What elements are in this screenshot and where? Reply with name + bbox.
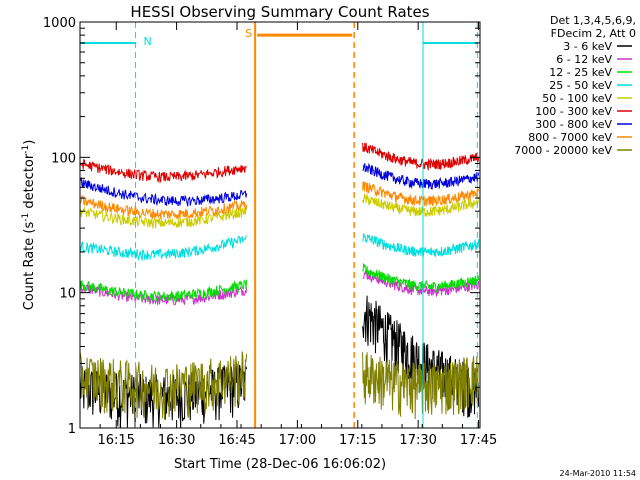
x-axis-label: Start Time (28-Dec-06 16:06:02) — [174, 457, 386, 472]
series-line-8-part-1 — [79, 194, 248, 220]
y-tick-label: 1000 — [43, 16, 76, 31]
x-axis: 16:15 16:30 16:45 17:00 17:15 17:30 17:45 — [79, 22, 497, 448]
interval-2 — [422, 22, 478, 428]
legend-label: 12 - 25 keV — [549, 66, 612, 79]
legend-label: 800 - 7000 keV — [528, 131, 612, 144]
legend-label: 100 - 300 keV — [535, 105, 612, 118]
series-line-4-part-1 — [79, 235, 248, 262]
x-tick-label: 17:45 — [460, 433, 497, 448]
series-line-9-part-2 — [362, 352, 480, 420]
x-tick-label: 17:15 — [339, 433, 376, 448]
series-line-6-part-1 — [79, 158, 247, 184]
y-label-mid: detector — [22, 153, 37, 213]
interval-3: S — [245, 22, 355, 428]
series-line-1-part-1 — [79, 364, 248, 428]
chart-title: HESSI Observing Summary Count Rates — [130, 3, 429, 21]
series-line-7-part-1 — [79, 176, 248, 207]
x-tick-label: 16:15 — [97, 433, 134, 448]
x-tick-label: 17:00 — [279, 433, 316, 448]
x-tick-label: 17:30 — [399, 433, 436, 448]
legend-label: 50 - 100 keV — [542, 92, 612, 105]
y-axis-label: Count Rate (s-1 detector-1) — [21, 140, 37, 311]
legend-label: 300 - 800 keV — [535, 118, 612, 131]
footer-timestamp: 24-Mar-2010 11:54 — [560, 469, 637, 478]
plot-frame — [79, 21, 481, 429]
x-tick-label: 16:30 — [158, 433, 195, 448]
legend-label: 6 - 12 keV — [556, 53, 612, 66]
y-label-sup1: -1 — [21, 213, 31, 222]
y-axis: 1 10 100 1000 — [43, 16, 480, 437]
series-line-2-part-2 — [362, 268, 480, 298]
legend-label: 25 - 50 keV — [549, 79, 612, 92]
series-line-7-part-2 — [362, 163, 480, 190]
series-line-5-part-1 — [79, 206, 248, 230]
series-line-8-part-2 — [362, 181, 480, 207]
series-line-9-part-1 — [79, 351, 248, 420]
interval-1: N — [80, 22, 152, 428]
plot-area: NS — [79, 22, 480, 428]
x-tick-label: 16:45 — [218, 433, 255, 448]
interval-label: S — [245, 27, 252, 40]
y-label-main: Count Rate (s — [22, 222, 37, 311]
legend-header-line: Det 1,3,4,5,6,9, — [550, 14, 636, 27]
legend-label: 3 - 6 keV — [563, 40, 612, 53]
y-label-sup2: -1 — [21, 145, 31, 154]
y-tick-label: 10 — [59, 287, 76, 302]
series-line-6-part-2 — [362, 142, 480, 172]
legend-label: 7000 - 20000 keV — [514, 144, 612, 157]
legend: Det 1,3,4,5,6,9,FDecim 2, Att 03 - 6 keV… — [514, 14, 636, 157]
legend-header-line: FDecim 2, Att 0 — [551, 27, 636, 40]
series-line-5-part-2 — [362, 193, 480, 218]
series-line-4-part-2 — [362, 233, 480, 258]
series-line-3-part-2 — [362, 263, 480, 293]
y-tick-label: 1 — [68, 422, 76, 437]
y-tick-label: 100 — [51, 151, 76, 166]
interval-label: N — [144, 35, 152, 48]
series-line-3-part-1 — [79, 279, 248, 302]
y-label-end: ) — [22, 140, 37, 145]
series-line-2-part-1 — [79, 284, 248, 306]
